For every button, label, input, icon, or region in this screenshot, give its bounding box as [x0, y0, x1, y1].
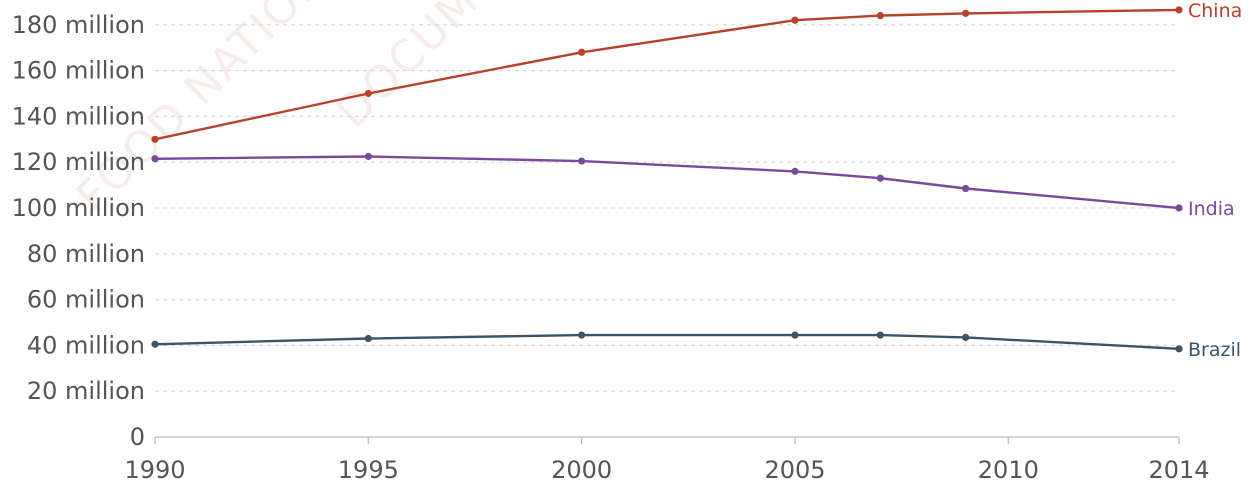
data-point-brazil [364, 334, 372, 343]
y-tick-label: 40 million [27, 331, 145, 359]
series-line-brazil [153, 333, 1181, 350]
series-line-china [153, 8, 1181, 141]
y-tick-label: 20 million [27, 377, 145, 405]
data-point-china [876, 12, 884, 20]
data-point-china [1175, 6, 1183, 14]
data-point-india [791, 167, 799, 175]
y-tick-label: 120 million [12, 148, 145, 176]
data-point-brazil [1175, 345, 1183, 353]
series-label-china: China [1188, 0, 1242, 22]
x-tick-label: 1990 [124, 456, 185, 484]
x-tick-label: 2000 [551, 456, 612, 484]
x-tick-label: 1995 [338, 456, 399, 484]
series-layer [151, 6, 1183, 353]
series-label-india: India [1188, 198, 1235, 220]
data-point-brazil [791, 331, 799, 339]
data-point-india [578, 157, 586, 165]
data-point-china [151, 135, 159, 143]
series-label-layer: China India Brazil [1188, 0, 1242, 361]
data-point-china [791, 16, 799, 24]
series-line-india [153, 155, 1181, 210]
data-point-india [151, 155, 159, 163]
grid-layer [155, 24, 1179, 392]
data-point-china [364, 89, 372, 98]
data-point-brazil [962, 333, 970, 341]
series-label-brazil: Brazil [1188, 339, 1241, 361]
data-point-brazil [578, 331, 586, 339]
x-tick-label: 2014 [1148, 456, 1209, 484]
data-point-brazil [151, 340, 159, 348]
data-point-india [364, 152, 372, 161]
y-tick-label: 180 million [12, 11, 145, 39]
y-tick-label: 60 million [27, 286, 145, 314]
y-tick-label: 80 million [27, 240, 145, 268]
y-tick-label: 100 million [12, 194, 145, 222]
data-point-china [578, 48, 586, 56]
data-point-india [1175, 204, 1183, 212]
data-point-india [876, 174, 884, 182]
data-point-china [962, 9, 970, 17]
y-tick-label: 0 [130, 423, 145, 451]
x-tick-label: 2005 [764, 456, 825, 484]
data-point-brazil [876, 331, 884, 339]
y-tick-label: 140 million [12, 102, 145, 130]
axis-layer: 0 20 million 40 million 60 million 80 millio… [12, 11, 1210, 484]
watermark-text-2: DOCUMENT [327, 0, 556, 138]
x-tick-label: 2010 [978, 456, 1039, 484]
data-point-india [962, 184, 970, 193]
y-tick-label: 160 million [12, 57, 145, 85]
